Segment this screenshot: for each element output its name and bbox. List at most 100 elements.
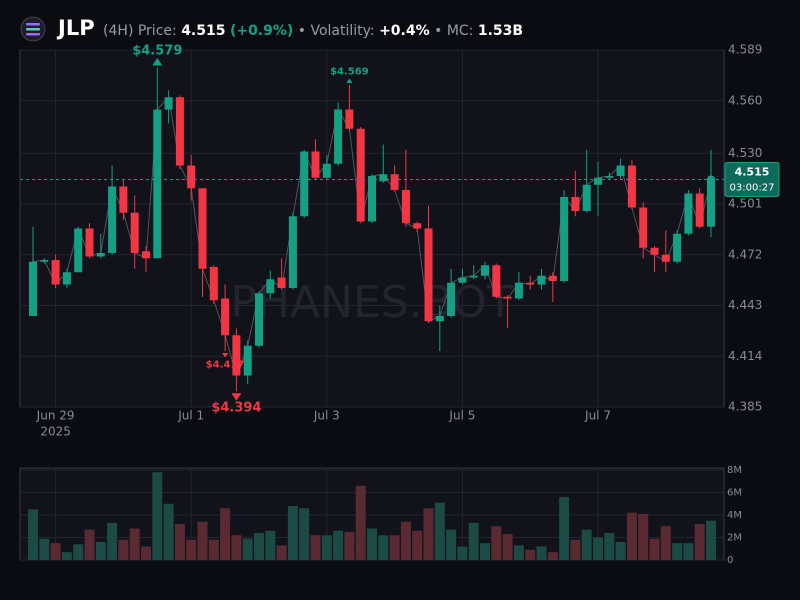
candle-body xyxy=(469,275,478,278)
price-label: Price: xyxy=(137,23,177,39)
candle-body xyxy=(187,165,196,189)
last-price-dot xyxy=(707,175,715,184)
volume-tick-label: 0 xyxy=(727,555,733,566)
volume-bar xyxy=(491,526,502,560)
candle-body xyxy=(74,228,83,273)
volume-bar xyxy=(367,528,377,560)
mc-label: MC: xyxy=(446,23,474,39)
volume-bar xyxy=(615,542,626,560)
volume-bar xyxy=(638,513,649,560)
volume-bar xyxy=(242,538,253,560)
volume-bar xyxy=(333,530,344,560)
volume-bar xyxy=(95,542,106,560)
volume-bar xyxy=(118,539,129,560)
candle-body xyxy=(627,165,636,208)
volume-bar xyxy=(84,529,95,560)
volume-bar xyxy=(310,535,321,560)
y-tick-label: 4.385 xyxy=(728,400,762,414)
volume-bar xyxy=(265,530,276,560)
candle-body xyxy=(684,193,693,234)
candle-body xyxy=(255,293,263,346)
candle-body xyxy=(605,176,614,178)
x-tick-label: Jul 5 xyxy=(448,409,475,423)
candle-body xyxy=(175,97,184,166)
price: 4.515 xyxy=(181,23,226,39)
candle-body xyxy=(707,179,715,227)
candle-body xyxy=(458,277,467,283)
volatility-label: Volatility: xyxy=(310,23,375,39)
candle-body xyxy=(345,109,354,129)
candle-body xyxy=(481,265,489,276)
last-price-label: 4.515 xyxy=(735,166,770,179)
price-pane xyxy=(19,49,725,408)
volume-tick-label: 6M xyxy=(727,488,742,499)
volume-bar xyxy=(434,502,445,560)
volume-bar xyxy=(220,508,231,560)
volume-tick-label: 8M xyxy=(727,465,742,476)
candle-body xyxy=(29,261,37,316)
candle-body xyxy=(616,165,625,176)
x-tick-label: Jul 3 xyxy=(313,409,340,423)
candle-body xyxy=(650,247,659,255)
candle-body xyxy=(277,277,286,288)
volume-bar xyxy=(163,503,174,560)
year-label: 2025 xyxy=(40,425,71,439)
volume-tick-label: 2M xyxy=(727,533,742,544)
candle-body xyxy=(221,298,230,336)
volume-bar xyxy=(683,543,694,560)
token-icon-stripe xyxy=(26,28,40,31)
candle-body xyxy=(503,296,512,299)
candle-body xyxy=(424,228,433,322)
y-tick-label: 4.414 xyxy=(728,349,762,363)
volatility: +0.4% xyxy=(379,23,430,39)
annotation-arrow xyxy=(346,78,353,83)
volume-bar xyxy=(321,535,332,560)
volume-bar xyxy=(547,552,558,560)
candle-body xyxy=(514,282,523,299)
candle-body xyxy=(582,184,591,211)
candle-body xyxy=(40,260,49,262)
volume-bar xyxy=(660,526,671,560)
volume-bar xyxy=(423,508,434,560)
volume-bar xyxy=(152,472,163,560)
candle-body xyxy=(639,207,648,248)
y-tick-label: 4.501 xyxy=(728,197,762,211)
y-tick-label: 4.589 xyxy=(728,43,762,57)
annotation-label: $4.579 xyxy=(132,44,182,59)
annotation-label: $4.569 xyxy=(330,67,369,78)
volume-bar xyxy=(457,546,468,560)
candle-body xyxy=(571,197,580,211)
volume-bar xyxy=(672,543,683,560)
last-price-tag xyxy=(724,162,780,197)
volume-bar xyxy=(299,508,310,560)
candle-body xyxy=(62,272,71,285)
volume-bar xyxy=(28,509,38,560)
volume-bar xyxy=(276,545,287,560)
annotation-label: $4.417 xyxy=(206,360,245,371)
candle-body xyxy=(198,188,207,269)
candle-body xyxy=(142,251,150,259)
volume-bar xyxy=(197,521,208,560)
volume-bar xyxy=(581,529,592,560)
candle-body xyxy=(153,109,162,259)
candle-body xyxy=(379,174,388,182)
volume-bar xyxy=(355,485,366,560)
volume-bar xyxy=(344,531,355,560)
header: JLP (4H) Price: 4.515 (+0.9%) • Volatili… xyxy=(58,16,523,40)
volume-bar xyxy=(73,544,84,560)
y-tick-label: 4.560 xyxy=(728,93,762,107)
x-tick-label: Jun 29 xyxy=(36,409,75,423)
volume-bar xyxy=(39,538,50,560)
volume-bar xyxy=(502,534,513,560)
token-icon-stripe xyxy=(26,33,40,36)
volume-bar xyxy=(468,522,479,560)
annotation-arrow xyxy=(152,58,163,66)
candle-body xyxy=(51,260,60,285)
volume-bar xyxy=(513,545,524,560)
candle-body xyxy=(492,265,501,297)
interval: (4H) xyxy=(103,23,134,39)
candle-body xyxy=(401,190,410,224)
change: (+0.9%) xyxy=(229,23,294,39)
candle-body xyxy=(266,279,275,294)
